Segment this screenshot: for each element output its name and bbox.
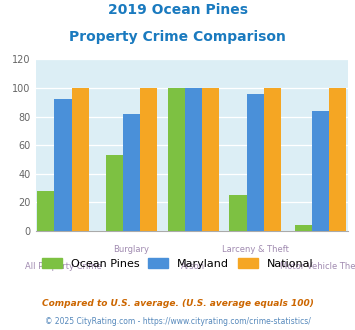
Bar bbox=[106, 155, 123, 231]
Bar bbox=[123, 114, 140, 231]
Text: Arson: Arson bbox=[181, 262, 206, 271]
Legend: Ocean Pines, Maryland, National: Ocean Pines, Maryland, National bbox=[37, 254, 318, 273]
Bar bbox=[295, 225, 312, 231]
Text: All Property Crime: All Property Crime bbox=[24, 262, 101, 271]
Bar bbox=[329, 88, 346, 231]
Text: © 2025 CityRating.com - https://www.cityrating.com/crime-statistics/: © 2025 CityRating.com - https://www.city… bbox=[45, 317, 310, 326]
Bar bbox=[168, 88, 185, 231]
Bar bbox=[312, 111, 329, 231]
Bar bbox=[202, 88, 219, 231]
Bar bbox=[37, 191, 54, 231]
Bar bbox=[140, 88, 157, 231]
Text: Compared to U.S. average. (U.S. average equals 100): Compared to U.S. average. (U.S. average … bbox=[42, 299, 313, 308]
Text: Larceny & Theft: Larceny & Theft bbox=[222, 245, 289, 254]
Text: Property Crime Comparison: Property Crime Comparison bbox=[69, 30, 286, 44]
Text: Motor Vehicle Theft: Motor Vehicle Theft bbox=[280, 262, 355, 271]
Text: Burglary: Burglary bbox=[114, 245, 149, 254]
Bar bbox=[229, 195, 247, 231]
Bar bbox=[54, 99, 72, 231]
Bar bbox=[72, 88, 89, 231]
Bar bbox=[264, 88, 281, 231]
Bar bbox=[247, 94, 264, 231]
Bar bbox=[185, 88, 202, 231]
Text: 2019 Ocean Pines: 2019 Ocean Pines bbox=[108, 3, 247, 17]
